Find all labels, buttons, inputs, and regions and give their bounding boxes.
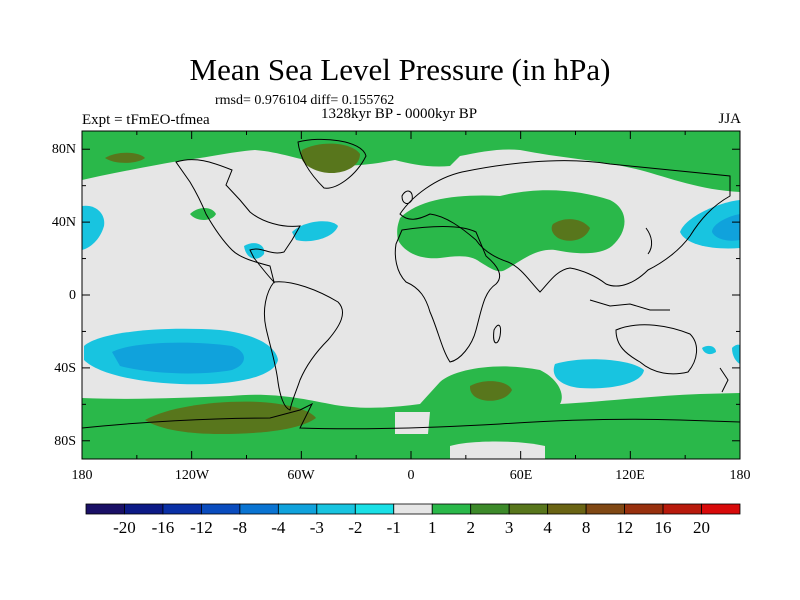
colorbar-label: 20 xyxy=(693,518,711,537)
axis-ticks xyxy=(81,131,741,459)
australia-coast xyxy=(615,324,697,375)
north-pacific-west-negative xyxy=(82,205,105,250)
coastlines xyxy=(82,138,740,430)
colorbar-swatch xyxy=(162,503,202,515)
southern-indian-core xyxy=(470,381,512,401)
anomaly-field xyxy=(82,131,740,459)
colorbar-label: 3 xyxy=(504,518,514,537)
colorbar-label: 4 xyxy=(543,518,552,537)
x-tick-label: 60E xyxy=(509,468,533,483)
colorbar-swatch xyxy=(431,503,472,515)
y-tick-label: 40N xyxy=(51,215,76,230)
eurasia-coast xyxy=(399,160,731,293)
colorbar-swatch xyxy=(508,503,549,515)
colorbar-swatch xyxy=(701,503,741,515)
colorbar-label: 8 xyxy=(581,518,591,537)
arctic-west-core xyxy=(105,152,145,163)
central-asia-core xyxy=(551,219,590,241)
north-america-coast xyxy=(175,159,301,284)
australia-negative-small xyxy=(702,345,716,355)
antarctica-coast xyxy=(82,402,740,430)
y-tick-label: 80S xyxy=(54,434,76,449)
colorbar-swatch xyxy=(547,503,587,515)
colorbar-swatch xyxy=(316,503,356,515)
x-tick-label: 120W xyxy=(174,468,210,483)
japan-coast xyxy=(645,227,653,255)
north-pacific-small-positive xyxy=(190,208,216,220)
x-tick-label: 0 xyxy=(407,468,415,483)
colorbar-swatch xyxy=(85,503,125,515)
y-tick-label: 80N xyxy=(51,142,76,157)
colorbar-label: -20 xyxy=(113,518,136,537)
colorbar-swatch xyxy=(393,503,433,515)
colorbar-swatch xyxy=(470,503,510,515)
arctic-positive-region xyxy=(82,131,740,192)
map-title: Mean Sea Level Pressure (in hPa) xyxy=(189,52,611,87)
colorbar-label: -12 xyxy=(190,518,213,537)
south-pacific-negative-core xyxy=(112,342,244,374)
colorbar-label: -2 xyxy=(348,518,363,537)
colorbar-swatch xyxy=(585,503,625,515)
experiment-label: Expt = tFmEO-tfmea xyxy=(82,112,210,128)
africa-coast xyxy=(394,226,501,363)
stats-line: rmsd= 0.976104 diff= 0.155762 xyxy=(215,93,395,108)
uk-coast xyxy=(401,190,413,204)
colorbar-swatch xyxy=(354,503,395,515)
gulf-negative xyxy=(244,243,265,259)
x-tick-label: 60W xyxy=(287,468,315,483)
colorbar-label: 1 xyxy=(427,518,437,537)
y-tick-label: 40S xyxy=(54,361,76,376)
period-label: 1328kyr BP - 0000kyr BP xyxy=(321,106,478,122)
colorbar-label: -8 xyxy=(232,518,247,537)
colorbar-swatch xyxy=(239,503,279,515)
colorbar-label: -16 xyxy=(151,518,175,537)
southern-pacific-core xyxy=(145,401,316,434)
colorbar-swatch xyxy=(277,503,318,515)
madagascar-coast xyxy=(493,324,501,344)
eurasia-positive-region xyxy=(397,190,625,272)
greenland-positive-core xyxy=(300,143,360,174)
new-zealand-coast xyxy=(719,367,729,393)
north-atlantic-negative xyxy=(292,221,338,242)
colorbar-swatch xyxy=(201,503,241,515)
antarctic-pale-patch xyxy=(395,412,430,434)
y-tick-label: 0 xyxy=(69,288,76,303)
colorbar xyxy=(85,503,741,515)
colorbar-label: -1 xyxy=(386,518,401,537)
colorbar-label: -3 xyxy=(309,518,324,537)
x-tick-label: 180 xyxy=(729,468,751,483)
colorbar-swatch xyxy=(124,503,164,515)
antarctic-pale-patch-2 xyxy=(450,441,545,459)
colorbar-swatch xyxy=(624,503,664,515)
colorbar-label: -4 xyxy=(271,518,286,537)
south-america-coast xyxy=(263,281,343,411)
x-tick-label: 180 xyxy=(71,468,93,483)
x-tick-label: 120E xyxy=(615,468,645,483)
north-pacific-east-core xyxy=(712,214,740,241)
colorbar-label: 12 xyxy=(616,518,634,537)
south-indian-negative-region xyxy=(553,359,644,389)
colorbar-label: 16 xyxy=(654,518,672,537)
indonesia-coast xyxy=(589,299,670,311)
colorbar-label: 2 xyxy=(466,518,475,537)
season-label: JJA xyxy=(718,111,741,127)
greenland-coast xyxy=(297,138,367,189)
east-edge-negative-small xyxy=(732,344,740,364)
colorbar-swatch xyxy=(662,503,702,515)
